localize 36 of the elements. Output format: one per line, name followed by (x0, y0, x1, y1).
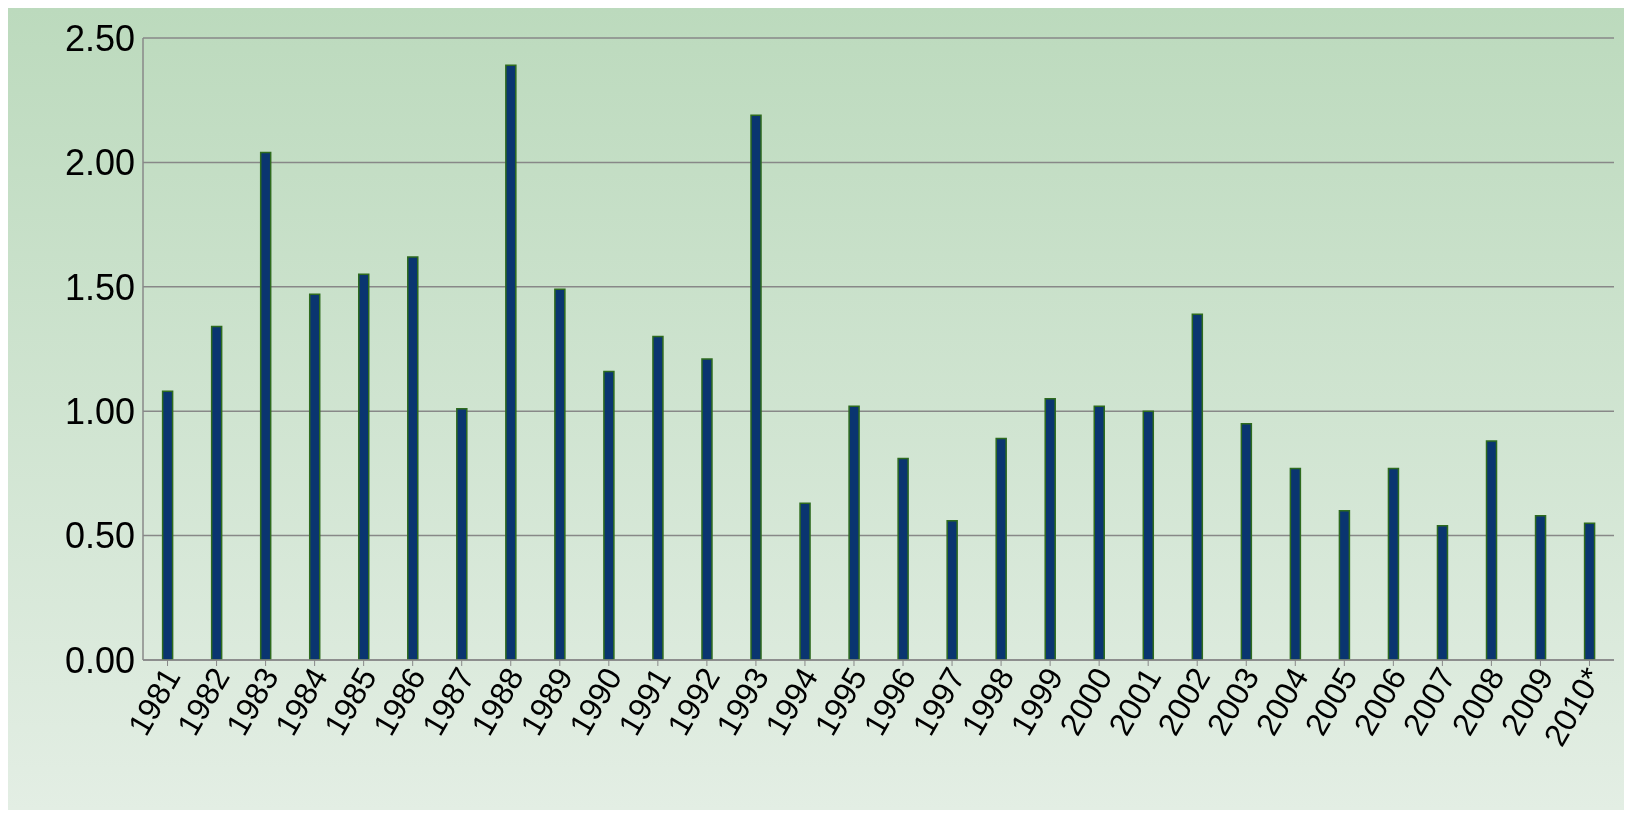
bar (1093, 405, 1105, 660)
bar (456, 407, 468, 660)
bar (1436, 524, 1449, 660)
bar (995, 437, 1007, 660)
bar (848, 405, 860, 660)
y-tick-label: 1.50 (64, 266, 135, 308)
bar (1289, 467, 1302, 660)
bar (750, 114, 762, 660)
bar (946, 519, 958, 660)
bar (652, 335, 664, 660)
bar (1583, 522, 1596, 660)
bar (1191, 313, 1204, 660)
bar (259, 151, 272, 660)
bar (210, 325, 223, 660)
y-tick-label: 2.00 (64, 142, 135, 184)
y-tick-label: 0.00 (64, 639, 135, 681)
y-tick-label: 1.00 (64, 390, 135, 432)
bar (1387, 467, 1400, 660)
bar (701, 358, 713, 660)
bar (897, 457, 909, 660)
bar (505, 64, 517, 660)
y-tick-label: 2.50 (64, 17, 135, 59)
bar (1485, 440, 1498, 660)
y-tick-label: 0.50 (64, 515, 135, 557)
bar (554, 288, 566, 660)
bar (1044, 398, 1056, 660)
bar (1142, 410, 1155, 660)
bar (161, 390, 174, 660)
bar (407, 256, 419, 660)
bar (1338, 509, 1351, 660)
bar (1240, 422, 1253, 660)
bar (603, 370, 615, 660)
bar (358, 273, 370, 660)
bar (799, 502, 811, 660)
bar (1534, 514, 1547, 660)
bar (308, 293, 321, 660)
